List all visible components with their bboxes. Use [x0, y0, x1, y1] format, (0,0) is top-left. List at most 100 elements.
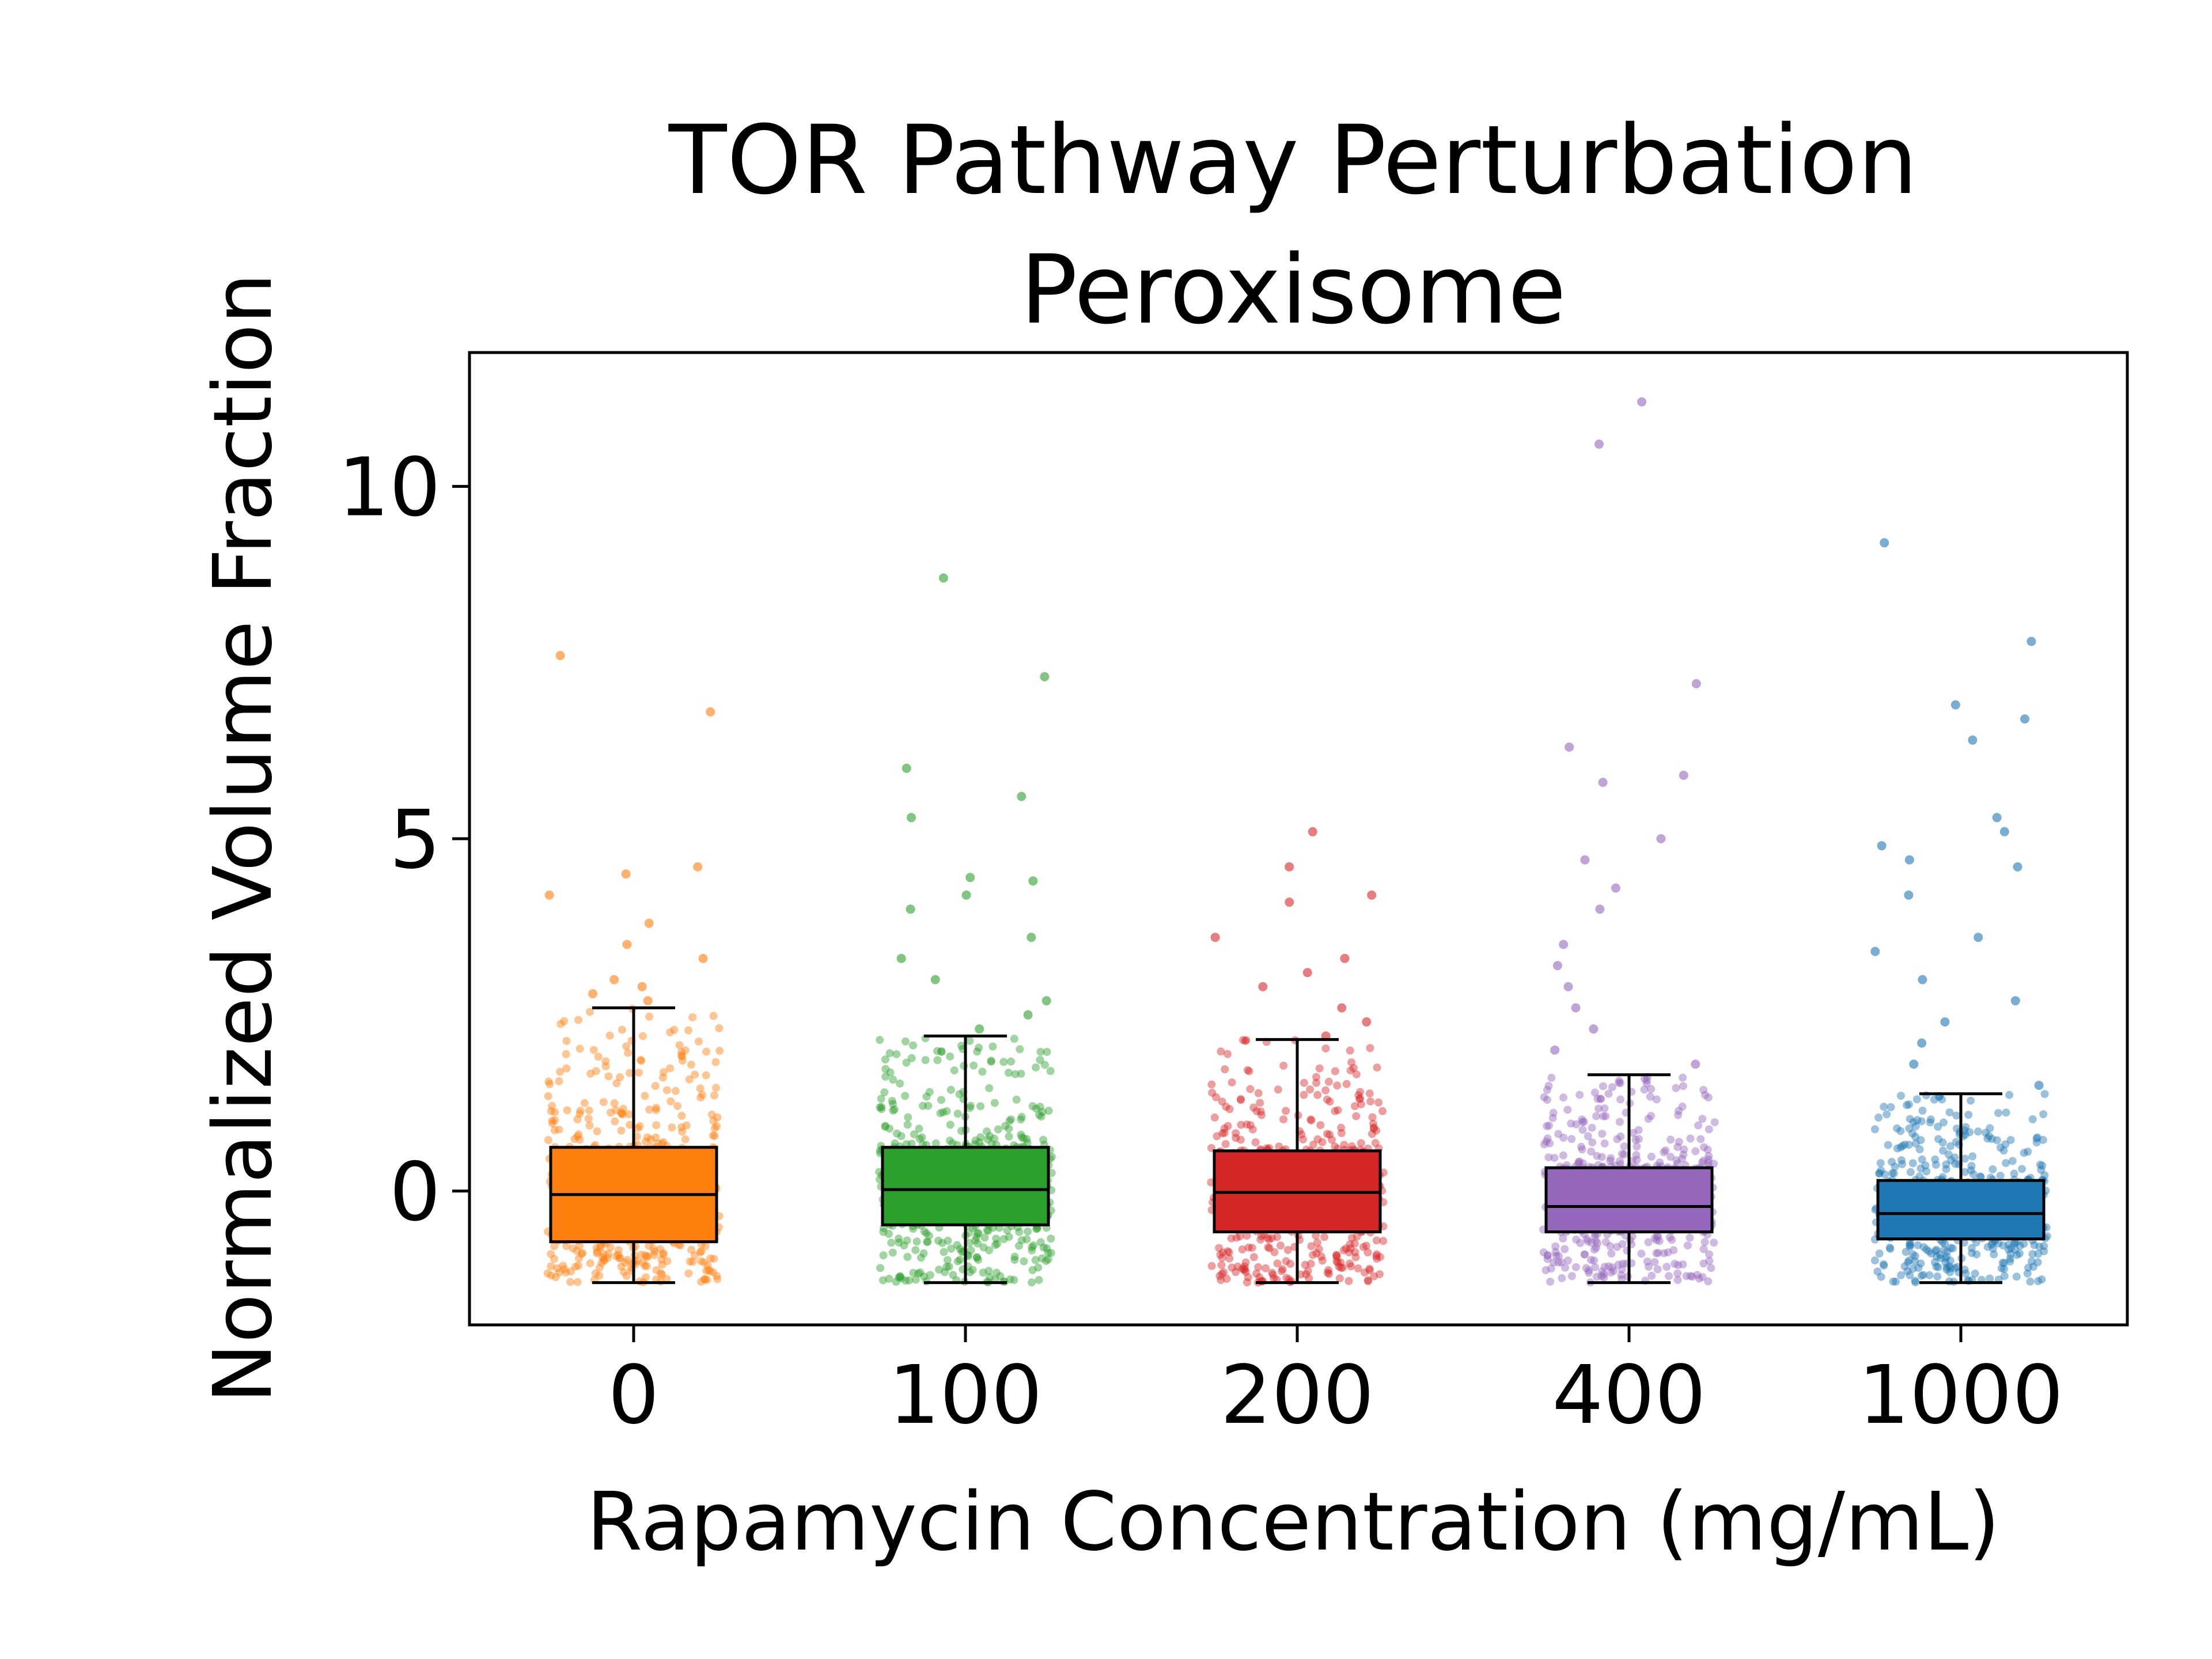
data-point [1549, 1258, 1558, 1267]
data-point [547, 1262, 555, 1271]
data-point [1224, 1247, 1232, 1256]
data-point [555, 1126, 563, 1134]
data-point [699, 1258, 708, 1267]
data-point [1940, 1118, 1948, 1127]
data-point [702, 1047, 711, 1056]
data-point [1232, 1134, 1240, 1142]
data-point [880, 1088, 889, 1097]
data-point [1345, 1248, 1354, 1257]
data-point [985, 1246, 994, 1255]
data-point [1943, 1247, 1952, 1256]
data-point [1906, 1168, 1915, 1176]
data-point [1028, 1278, 1036, 1287]
data-point [1286, 1260, 1294, 1268]
data-point [1540, 1140, 1548, 1149]
data-point [1931, 1155, 1940, 1164]
data-point [1930, 1095, 1938, 1104]
data-point [971, 1236, 980, 1245]
data-point [2034, 1249, 2043, 1258]
data-point [673, 1102, 682, 1110]
data-point [1972, 1250, 1981, 1259]
data-point [1029, 1241, 1037, 1250]
data-point [1668, 1236, 1676, 1244]
data-point [1645, 1263, 1653, 1271]
data-point [2020, 1149, 2028, 1157]
data-point [947, 1244, 956, 1253]
data-point [1218, 1270, 1226, 1278]
data-point [1694, 1121, 1703, 1130]
data-point [877, 1103, 886, 1111]
data-point [1596, 1094, 1605, 1103]
data-point [1996, 1172, 2005, 1180]
data-point [1650, 1234, 1659, 1243]
data-point [654, 1139, 662, 1147]
data-point [1870, 1125, 1879, 1134]
data-point [1594, 1104, 1603, 1113]
outlier-point [1992, 813, 2002, 823]
data-point [953, 1257, 962, 1266]
data-point [1005, 1233, 1013, 1241]
data-point [1282, 1274, 1291, 1282]
data-point [1650, 1258, 1659, 1267]
data-point [993, 1240, 1001, 1248]
data-point [643, 1133, 652, 1142]
data-point [876, 1264, 885, 1272]
data-point [1017, 1115, 1025, 1124]
data-point [1898, 1142, 1907, 1150]
data-point [585, 1122, 594, 1130]
data-point [1022, 1235, 1031, 1244]
data-point [1686, 1134, 1695, 1143]
outlier-point [622, 940, 632, 949]
data-point [2039, 1135, 2047, 1144]
data-point [1672, 1156, 1681, 1165]
data-point [957, 1127, 965, 1135]
data-point [562, 1037, 571, 1046]
data-point [1305, 1274, 1313, 1282]
data-point [1896, 1143, 1905, 1152]
data-point [1251, 1138, 1260, 1146]
data-point [1042, 1257, 1050, 1266]
outlier-point [1017, 791, 1027, 801]
data-point [1278, 1265, 1287, 1274]
data-point [878, 1276, 887, 1285]
data-point [645, 1105, 654, 1114]
data-point [1044, 1107, 1053, 1115]
data-point [1217, 1261, 1226, 1270]
data-point [1587, 1238, 1596, 1247]
data-point [1916, 1136, 1925, 1145]
data-point [617, 1126, 626, 1135]
data-point [1256, 1099, 1264, 1107]
data-point [1312, 1231, 1320, 1240]
data-point [575, 1135, 584, 1144]
data-point [1967, 1162, 1976, 1170]
data-point [548, 1119, 556, 1128]
data-point [562, 1268, 570, 1277]
data-point [1036, 1056, 1044, 1064]
data-point [1908, 1264, 1917, 1273]
data-point [702, 1071, 710, 1080]
data-point [991, 1241, 999, 1249]
data-point [1232, 1233, 1241, 1242]
data-point [659, 1251, 668, 1259]
data-point [1600, 1104, 1609, 1113]
data-point [2033, 1258, 2042, 1267]
data-point [911, 1275, 920, 1284]
data-point [649, 1245, 658, 1253]
box-group-400 [1539, 397, 1719, 1287]
data-point [1652, 1095, 1661, 1104]
data-point [1032, 1063, 1040, 1072]
data-point [577, 1249, 586, 1258]
data-point [1656, 1158, 1664, 1167]
data-point [702, 1267, 711, 1275]
data-point [1592, 1244, 1600, 1252]
data-point [945, 1262, 953, 1271]
data-point [1905, 1100, 1913, 1109]
data-point [2024, 1263, 2032, 1272]
data-point [1312, 1078, 1321, 1087]
data-point [1616, 1079, 1624, 1088]
data-point [700, 1275, 709, 1284]
outlier-point [1285, 897, 1294, 907]
data-point [634, 1124, 642, 1132]
data-point [1960, 1266, 1969, 1274]
data-point [1043, 1048, 1051, 1056]
